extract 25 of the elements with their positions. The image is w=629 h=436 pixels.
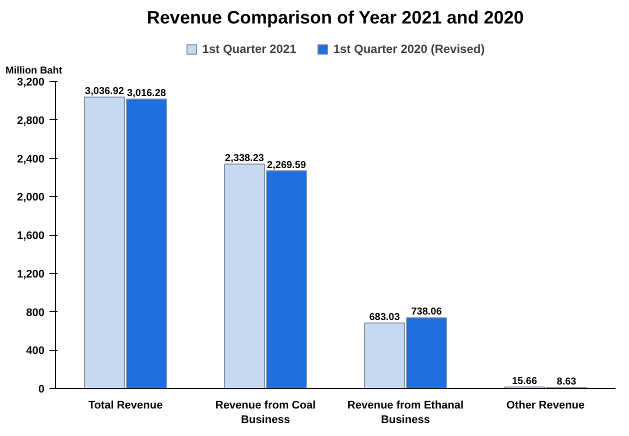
legend-label: 1st Quarter 2021 <box>202 42 296 56</box>
data-label: 8.63 <box>556 376 577 388</box>
data-label: 683.03 <box>369 312 400 323</box>
y-tick-label: 800 <box>26 306 45 319</box>
x-tick-label: Revenue from Ethanal Business <box>347 400 464 426</box>
data-label: 3,016.28 <box>127 88 166 100</box>
data-label: 2,338.23 <box>225 153 264 164</box>
chart-title: Revenue Comparison of Year 2021 and 2020 <box>146 8 524 28</box>
data-label: 2,269.59 <box>267 160 306 171</box>
data-label: 3,036.92 <box>85 86 124 98</box>
y-tick-label: 2,400 <box>16 153 45 166</box>
legend-label: 1st Quarter 2020 (Revised) <box>333 42 485 56</box>
x-tick-label: Total Revenue <box>88 400 163 412</box>
data-label: 738.06 <box>411 306 442 318</box>
y-tick-label: 3,200 <box>16 76 45 88</box>
y-axis-title: Million Baht <box>6 66 63 76</box>
y-tick-label: 0 <box>38 384 45 396</box>
y-tick-label: 400 <box>26 345 45 358</box>
data-label: 15.66 <box>512 376 538 387</box>
y-tick-label: 2,000 <box>16 192 45 204</box>
y-tick-label: 1,600 <box>16 230 45 242</box>
y-tick-label: 1,200 <box>16 268 45 280</box>
y-tick-label: 2,800 <box>16 114 45 127</box>
x-tick-label: Revenue from Coal Business <box>215 400 316 426</box>
x-tick-label: Other Revenue <box>506 400 585 412</box>
